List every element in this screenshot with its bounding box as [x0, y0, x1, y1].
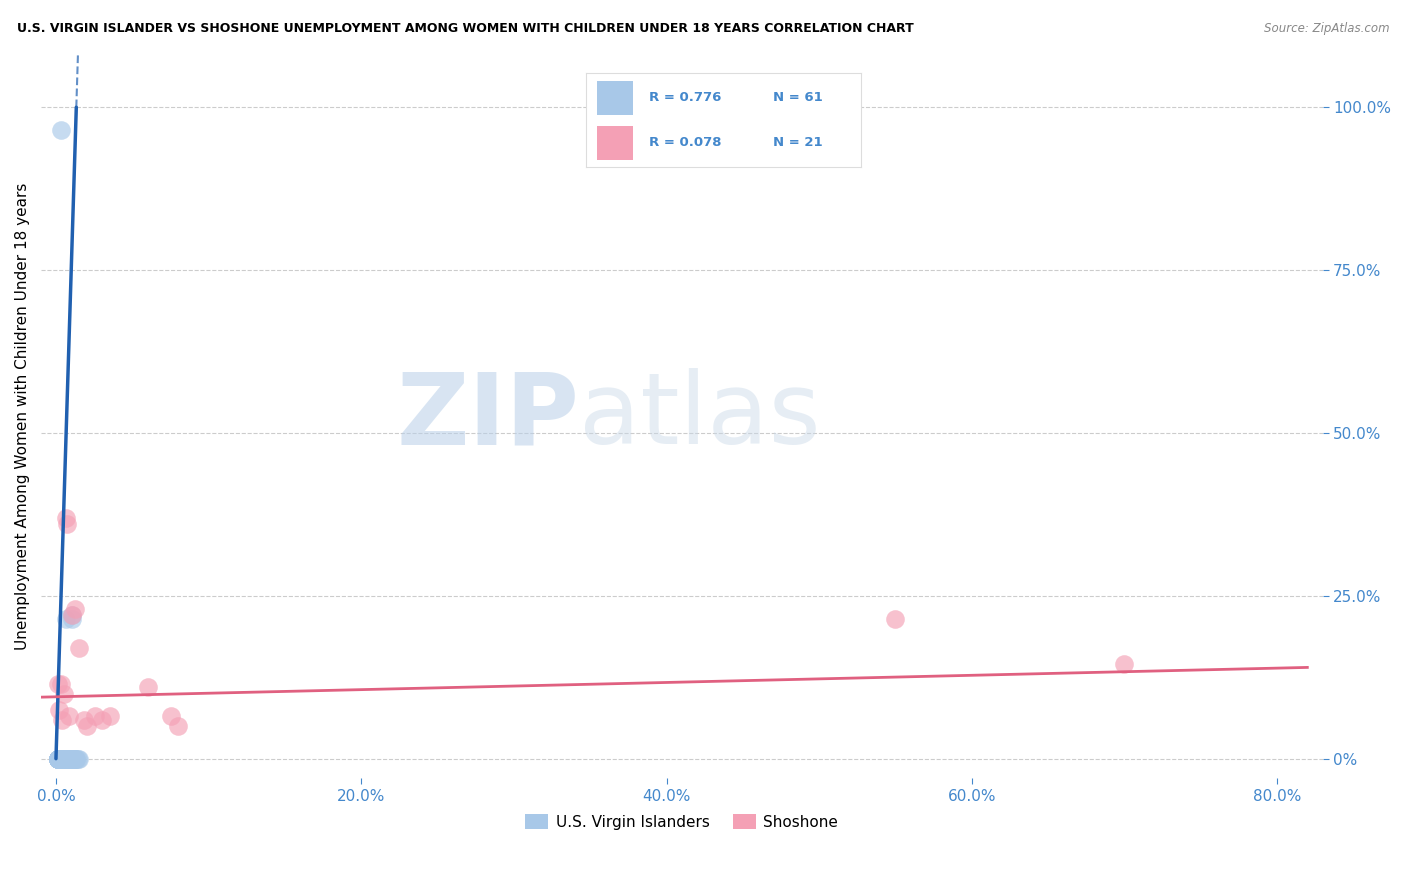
Point: [48, 752, 70, 766]
Point: [46, 752, 69, 766]
Point: [91, 713, 114, 727]
Point: [53, 752, 76, 766]
Point: [46, 752, 69, 766]
Point: [884, 612, 907, 626]
Point: [159, 709, 181, 723]
Point: [49, 677, 72, 691]
Point: [51, 752, 73, 766]
Point: [49, 752, 72, 766]
Point: [46, 752, 69, 766]
Point: [46, 752, 69, 766]
Point: [67, 640, 90, 655]
Point: [46, 752, 69, 766]
Legend: U.S. Virgin Islanders, Shoshone: U.S. Virgin Islanders, Shoshone: [519, 807, 845, 836]
Point: [46, 677, 69, 691]
Point: [48, 703, 70, 717]
Text: Source: ZipAtlas.com: Source: ZipAtlas.com: [1264, 22, 1389, 36]
Point: [65, 752, 87, 766]
Point: [167, 719, 190, 733]
Point: [56, 517, 79, 532]
Point: [76, 719, 98, 733]
Point: [48, 752, 70, 766]
Point: [55, 752, 77, 766]
Point: [46, 752, 69, 766]
Point: [136, 680, 159, 694]
Point: [62, 752, 84, 766]
Point: [83, 709, 105, 723]
Point: [46, 752, 69, 766]
Point: [55, 510, 77, 524]
Point: [49, 123, 72, 137]
Point: [51, 713, 73, 727]
Point: [63, 752, 86, 766]
Point: [46, 752, 69, 766]
Point: [51, 752, 73, 766]
Point: [46, 752, 69, 766]
Point: [48, 752, 70, 766]
Point: [48, 752, 70, 766]
Point: [55, 612, 77, 626]
Point: [46, 752, 69, 766]
Point: [49, 752, 72, 766]
Point: [48, 752, 70, 766]
Text: ZIP: ZIP: [396, 368, 579, 466]
Point: [60, 612, 83, 626]
Point: [66, 752, 89, 766]
Point: [63, 752, 86, 766]
Point: [46, 752, 69, 766]
Point: [51, 752, 73, 766]
Point: [56, 752, 79, 766]
Point: [73, 713, 96, 727]
Point: [53, 752, 76, 766]
Point: [56, 752, 79, 766]
Point: [53, 752, 76, 766]
Point: [62, 752, 84, 766]
Point: [58, 752, 80, 766]
Text: U.S. VIRGIN ISLANDER VS SHOSHONE UNEMPLOYMENT AMONG WOMEN WITH CHILDREN UNDER 18: U.S. VIRGIN ISLANDER VS SHOSHONE UNEMPLO…: [17, 22, 914, 36]
Point: [67, 752, 90, 766]
Text: atlas: atlas: [579, 368, 821, 466]
Point: [49, 752, 72, 766]
Point: [49, 752, 72, 766]
Point: [49, 752, 72, 766]
Y-axis label: Unemployment Among Women with Children Under 18 years: Unemployment Among Women with Children U…: [15, 183, 30, 650]
Point: [46, 752, 69, 766]
Point: [49, 752, 72, 766]
Point: [51, 752, 73, 766]
Point: [1114, 657, 1136, 672]
Point: [49, 752, 72, 766]
Point: [60, 608, 83, 623]
Point: [98, 709, 121, 723]
Point: [60, 752, 83, 766]
Point: [63, 602, 86, 616]
Point: [55, 752, 77, 766]
Point: [53, 687, 76, 701]
Point: [48, 752, 70, 766]
Point: [46, 752, 69, 766]
Point: [58, 752, 80, 766]
Point: [49, 752, 72, 766]
Point: [65, 752, 87, 766]
Point: [59, 752, 82, 766]
Point: [58, 709, 80, 723]
Point: [60, 608, 83, 623]
Point: [51, 752, 73, 766]
Point: [46, 752, 69, 766]
Point: [48, 752, 70, 766]
Point: [46, 752, 69, 766]
Point: [49, 752, 72, 766]
Point: [59, 752, 82, 766]
Point: [60, 752, 83, 766]
